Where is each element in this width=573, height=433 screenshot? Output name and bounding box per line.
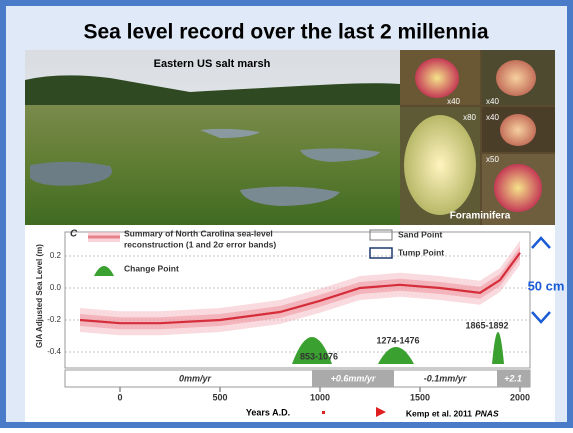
- y-tick-label: -0.4: [47, 347, 61, 356]
- pointer-dot: [322, 411, 325, 414]
- rate-note: 50 cm: [528, 278, 565, 293]
- change-point-peak: [378, 347, 414, 364]
- sea-level-line: [79, 252, 521, 325]
- legend-swatch: [88, 232, 120, 242]
- credit: Kemp et al. 2011: [406, 408, 472, 418]
- magnification: x40: [486, 97, 499, 106]
- magnification: x40: [447, 97, 460, 106]
- legend-label: Tump Point: [398, 247, 444, 257]
- plot-frame: [64, 231, 531, 369]
- rate-band: [64, 369, 531, 388]
- rate-label: -0.1mm/yr: [424, 373, 467, 383]
- x-tick-label: 1000: [310, 392, 330, 402]
- slide-title: Sea level record over the last 2 millenn…: [83, 21, 488, 44]
- change-point-peak: [492, 332, 504, 364]
- x-tick-label: 2000: [510, 392, 530, 402]
- marsh-photo: [25, 50, 400, 225]
- legend-swatch: [94, 266, 114, 276]
- change-point-label: 1274-1476: [376, 335, 419, 345]
- legend-label: Sand Point: [398, 229, 443, 239]
- y-tick-label: 0.2: [50, 251, 62, 260]
- photo-caption: Eastern US salt marsh: [154, 58, 271, 70]
- x-axis-label: Years A.D.: [246, 407, 290, 417]
- credit-journal: PNAS: [475, 408, 499, 418]
- rate-label: +2.1: [504, 373, 522, 383]
- rate-label: +0.6mm/yr: [331, 373, 376, 383]
- y-tick-label: 0.0: [50, 283, 62, 292]
- legend-label: reconstruction (1 and 2σ error bands): [124, 239, 276, 249]
- x-tick-label: 500: [212, 392, 227, 402]
- legend-label: Summary of North Carolina sea-level: [124, 228, 273, 238]
- error-band: [80, 240, 520, 336]
- legend-swatch: [369, 229, 393, 241]
- magnification: x50: [486, 155, 499, 164]
- magnification: x40: [486, 113, 499, 122]
- y-tick-label: -0.2: [47, 315, 61, 324]
- pointer-arrow: [376, 407, 386, 417]
- down-arrow: [531, 311, 551, 324]
- magnification: x80: [463, 113, 476, 122]
- change-point-label: 853-1076: [300, 351, 338, 361]
- x-tick-label: 0: [117, 392, 122, 402]
- change-point-peak: [292, 337, 332, 364]
- foraminifera-photo: [400, 50, 555, 225]
- panel-letter: C: [70, 229, 78, 240]
- y-axis-label: GIA Adjusted Sea Level (m): [35, 244, 44, 348]
- legend-label: Change Point: [124, 263, 179, 273]
- change-point-label: 1865-1892: [465, 320, 508, 330]
- foram-caption: Foraminifera: [450, 211, 511, 222]
- up-arrow: [531, 236, 551, 249]
- x-tick-label: 1500: [410, 392, 430, 402]
- rate-label: 0mm/yr: [179, 373, 212, 383]
- legend-swatch: [369, 247, 393, 259]
